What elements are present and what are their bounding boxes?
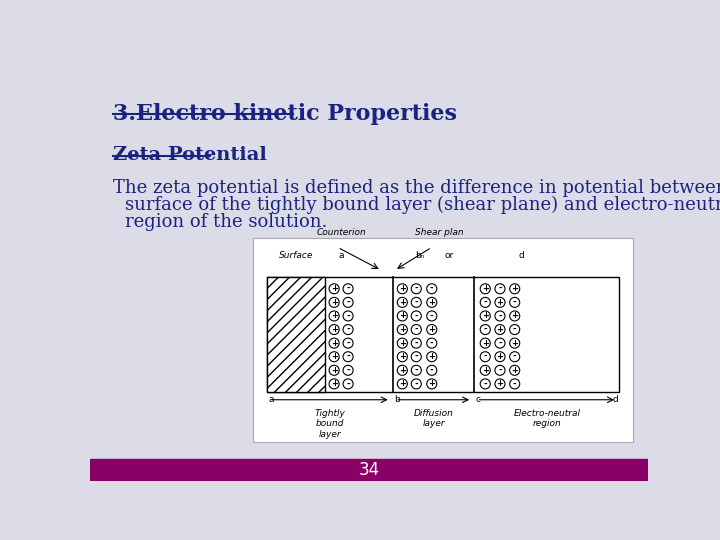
Text: a: a	[269, 395, 274, 404]
Text: +: +	[428, 298, 436, 307]
Text: -: -	[498, 366, 502, 375]
Text: Electro-neutral
region: Electro-neutral region	[513, 409, 580, 428]
Text: -: -	[346, 298, 350, 307]
Text: Zeta Potential: Zeta Potential	[113, 146, 267, 164]
Text: -: -	[346, 352, 350, 361]
Text: c: c	[476, 395, 481, 404]
Text: +: +	[330, 284, 338, 293]
Text: d: d	[518, 251, 523, 260]
Text: +: +	[497, 325, 503, 334]
Text: +: +	[497, 298, 503, 307]
Text: +: +	[330, 380, 338, 388]
Text: +: +	[330, 298, 338, 307]
Text: +: +	[399, 325, 406, 334]
Text: -: -	[430, 366, 433, 375]
Text: Counterion: Counterion	[317, 227, 366, 237]
Text: -: -	[430, 312, 433, 320]
Text: The zeta potential is defined as the difference in potential between the: The zeta potential is defined as the dif…	[113, 179, 720, 197]
Text: or: or	[444, 251, 454, 260]
Text: +: +	[330, 352, 338, 361]
Text: -: -	[346, 339, 350, 348]
Text: +: +	[330, 325, 338, 334]
Text: +: +	[330, 366, 338, 375]
Text: +: +	[511, 366, 518, 375]
Text: -: -	[346, 284, 350, 293]
Text: Tightly
bound
layer: Tightly bound layer	[315, 409, 346, 439]
Text: +: +	[482, 366, 489, 375]
Text: -: -	[483, 325, 487, 334]
Text: region of the solution.: region of the solution.	[125, 213, 328, 231]
Text: -: -	[498, 284, 502, 293]
Text: bₙ: bₙ	[415, 251, 425, 260]
Text: +: +	[482, 284, 489, 293]
Text: -: -	[498, 312, 502, 320]
Text: -: -	[346, 312, 350, 320]
Text: -: -	[346, 380, 350, 388]
Text: -: -	[415, 325, 418, 334]
Text: +: +	[428, 352, 436, 361]
Text: 34: 34	[359, 461, 379, 479]
Text: +: +	[330, 339, 338, 348]
Text: -: -	[513, 380, 516, 388]
Text: b: b	[395, 395, 400, 404]
Text: +: +	[399, 312, 406, 320]
Text: -: -	[513, 352, 516, 361]
Text: -: -	[415, 352, 418, 361]
Text: a: a	[338, 251, 344, 260]
Bar	[266, 276, 619, 392]
Text: -: -	[430, 284, 433, 293]
Text: -: -	[415, 339, 418, 348]
Bar	[90, 459, 648, 481]
Text: +: +	[399, 339, 406, 348]
Text: -: -	[483, 298, 487, 307]
Text: Surface: Surface	[279, 251, 313, 260]
Text: -: -	[513, 298, 516, 307]
Text: Shear plan: Shear plan	[415, 227, 464, 237]
Text: -: -	[415, 298, 418, 307]
Bar	[266, 276, 325, 392]
Text: Diffusion
layer: Diffusion layer	[414, 409, 454, 428]
Text: -: -	[513, 325, 516, 334]
Text: -: -	[415, 284, 418, 293]
Text: -: -	[415, 380, 418, 388]
Text: -: -	[483, 380, 487, 388]
Text: -: -	[415, 312, 418, 320]
Text: +: +	[399, 366, 406, 375]
Text: -: -	[498, 339, 502, 348]
Text: +: +	[511, 312, 518, 320]
Text: +: +	[399, 352, 406, 361]
Text: +: +	[399, 380, 406, 388]
Text: +: +	[511, 339, 518, 348]
Text: +: +	[497, 380, 503, 388]
Text: +: +	[330, 312, 338, 320]
Text: -: -	[483, 352, 487, 361]
Text: surface of the tightly bound layer (shear plane) and electro-neutral: surface of the tightly bound layer (shea…	[125, 195, 720, 214]
Text: -: -	[346, 325, 350, 334]
Text: +: +	[399, 284, 406, 293]
Text: +: +	[399, 298, 406, 307]
Text: +: +	[497, 352, 503, 361]
Text: -: -	[346, 366, 350, 375]
Text: -: -	[430, 339, 433, 348]
Text: 3.Electro kinetic Properties: 3.Electro kinetic Properties	[113, 103, 457, 125]
Bar	[253, 238, 632, 442]
Text: +: +	[511, 284, 518, 293]
Text: +: +	[428, 325, 436, 334]
Text: +: +	[482, 339, 489, 348]
Text: -: -	[415, 366, 418, 375]
Text: +: +	[428, 380, 436, 388]
Text: d: d	[612, 395, 618, 404]
Text: +: +	[482, 312, 489, 320]
